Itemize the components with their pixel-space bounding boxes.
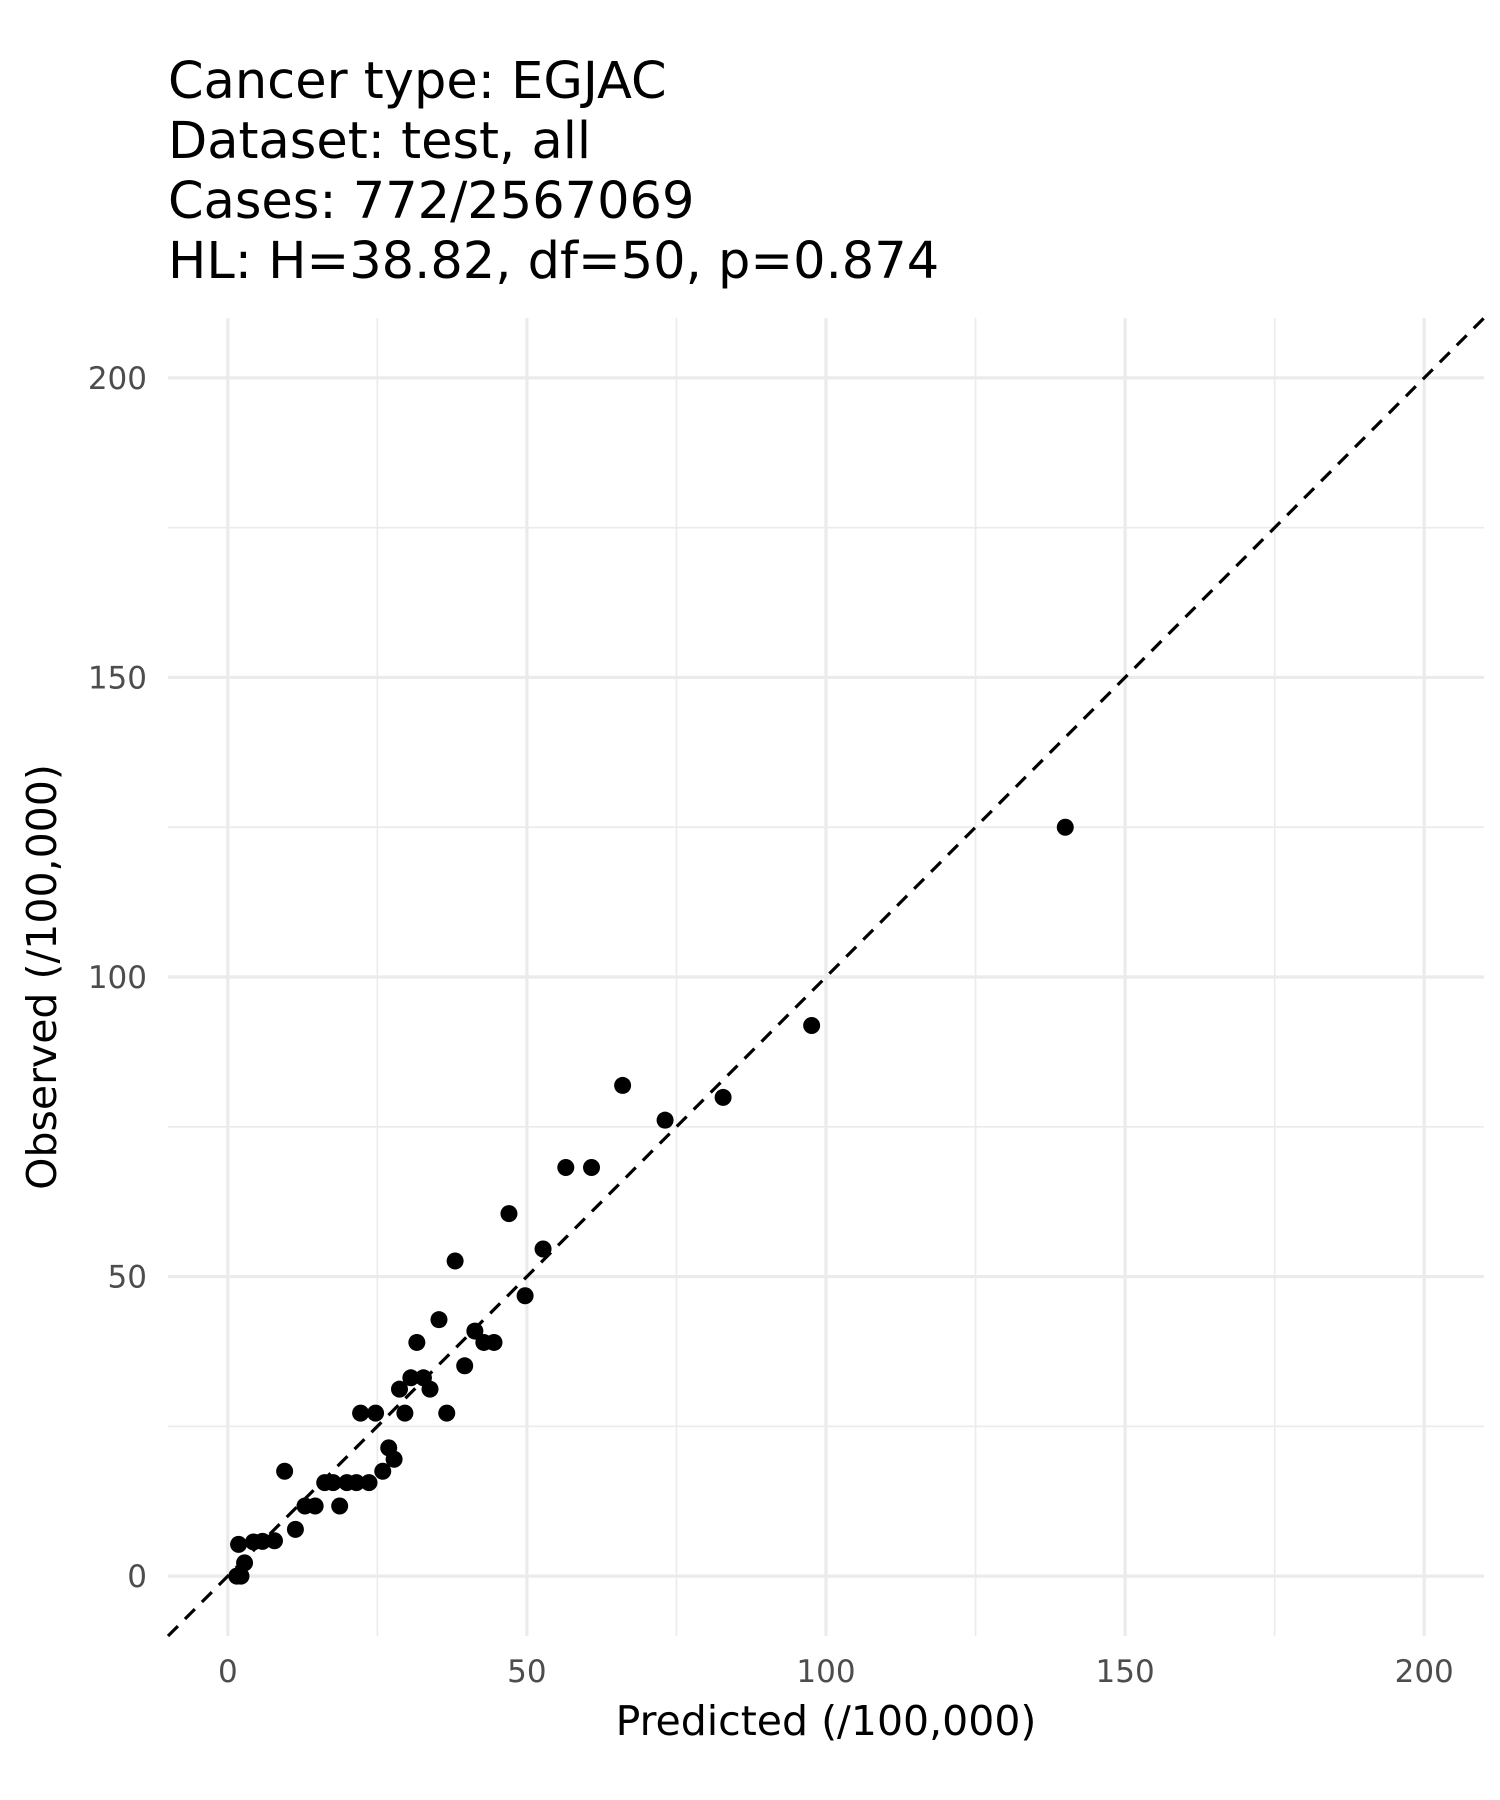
- data-point: [374, 1462, 392, 1480]
- x-tick-label: 50: [507, 1654, 546, 1690]
- y-axis-title: Observed (/100,000): [18, 764, 66, 1190]
- data-point: [656, 1111, 674, 1129]
- data-point: [385, 1450, 403, 1468]
- data-point: [232, 1567, 250, 1585]
- title-dataset: Dataset: test, all: [168, 112, 592, 171]
- title-cancer-type: Cancer type: EGJAC: [168, 52, 667, 111]
- data-point: [446, 1252, 464, 1270]
- x-tick-label: 0: [218, 1654, 238, 1690]
- x-axis-title: Predicted (/100,000): [616, 1697, 1037, 1745]
- data-point: [466, 1322, 484, 1340]
- data-point: [306, 1497, 324, 1515]
- x-tick-labels: 0 50 100 150 200: [218, 1654, 1454, 1690]
- data-point: [265, 1532, 283, 1550]
- data-point: [347, 1474, 365, 1492]
- data-point: [456, 1357, 474, 1375]
- data-point: [1056, 818, 1074, 836]
- data-point: [803, 1017, 821, 1035]
- data-point: [254, 1532, 272, 1550]
- data-point: [557, 1159, 575, 1177]
- data-point: [714, 1088, 732, 1106]
- data-point: [583, 1159, 601, 1177]
- data-point: [430, 1311, 448, 1329]
- title-cases: Cases: 772/2567069: [168, 172, 695, 231]
- y-tick-label: 150: [88, 660, 147, 696]
- major-gridlines: [168, 318, 1484, 1636]
- data-point: [438, 1404, 456, 1422]
- data-point: [500, 1205, 518, 1223]
- data-point: [331, 1497, 349, 1515]
- chart-title: Cancer type: EGJAC Dataset: test, all Ca…: [168, 52, 1468, 292]
- data-point: [324, 1474, 342, 1492]
- data-point: [236, 1554, 254, 1572]
- data-point: [276, 1462, 294, 1480]
- data-point: [421, 1380, 439, 1398]
- x-tick-label: 150: [1096, 1654, 1155, 1690]
- data-point: [485, 1333, 503, 1351]
- data-point: [408, 1333, 426, 1351]
- data-point: [402, 1369, 420, 1387]
- x-tick-label: 100: [796, 1654, 855, 1690]
- data-point: [230, 1535, 248, 1553]
- data-point: [614, 1076, 632, 1094]
- data-point: [360, 1474, 378, 1492]
- data-point: [367, 1404, 385, 1422]
- x-tick-label: 200: [1395, 1654, 1454, 1690]
- y-tick-label: 50: [108, 1260, 147, 1296]
- y-tick-labels: 0 50 100 150 200: [88, 361, 147, 1595]
- y-tick-label: 100: [88, 960, 147, 996]
- y-tick-label: 0: [127, 1559, 147, 1595]
- data-point: [352, 1404, 370, 1422]
- data-point: [516, 1287, 534, 1305]
- y-tick-label: 200: [88, 361, 147, 397]
- data-points: [228, 818, 1074, 1585]
- data-point: [396, 1404, 414, 1422]
- title-hl-statistic: HL: H=38.82, df=50, p=0.874: [168, 232, 940, 291]
- data-point: [286, 1520, 304, 1538]
- data-point: [534, 1240, 552, 1258]
- data-point: [390, 1380, 408, 1398]
